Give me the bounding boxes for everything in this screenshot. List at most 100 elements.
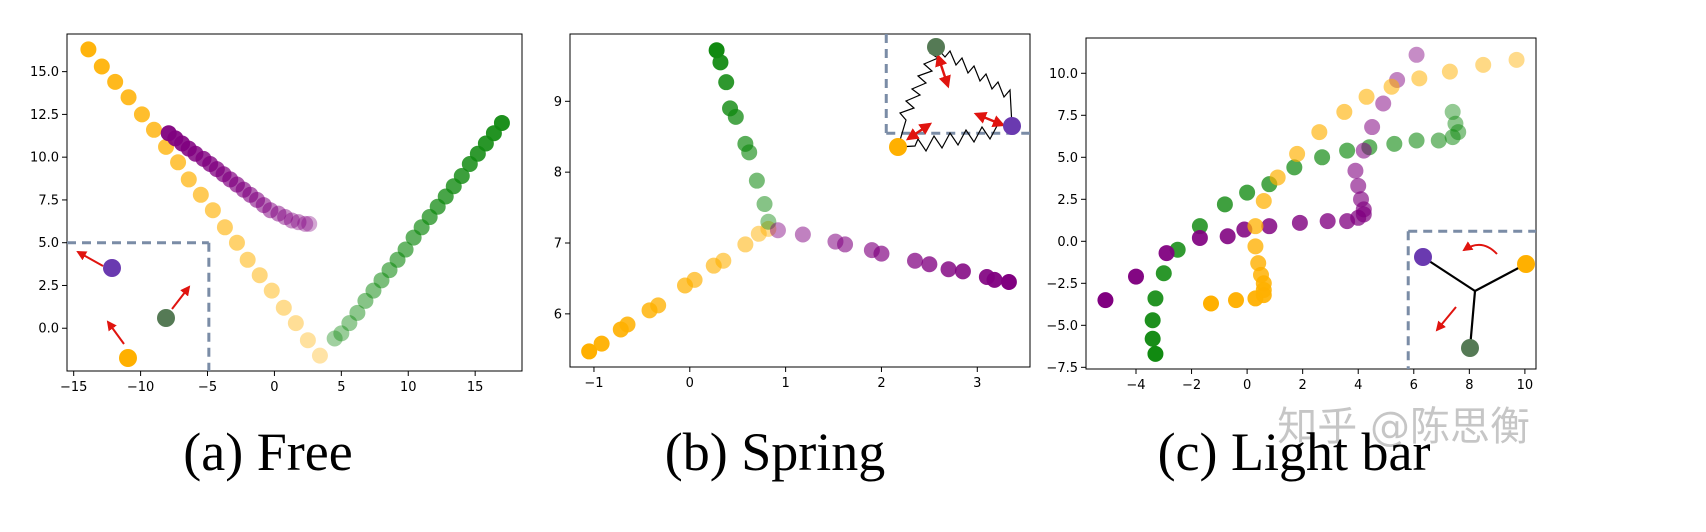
point-green [712, 54, 729, 71]
x-tick-label: 0 [270, 380, 278, 395]
inset-spring [884, 34, 1030, 156]
point-orange [180, 171, 197, 188]
point-purple [940, 261, 957, 278]
panel-free: −15 −10 −5 0 5 10 15 0.0 2.5 5.0 7.5 10.0 12.5 15.0 (… [30, 33, 523, 482]
point-green [708, 42, 725, 59]
axis-ticks: −1 0 1 2 3 6 7 8 9 [554, 95, 982, 391]
point-orange [251, 267, 268, 284]
y-tick-label: −7.5 [1046, 361, 1078, 376]
point-orange [650, 297, 667, 314]
caption-free: (a) Free [183, 422, 352, 482]
data-points [1097, 46, 1525, 362]
point-purple [1353, 191, 1369, 208]
point-orange [1269, 169, 1286, 186]
point-orange [1358, 88, 1375, 105]
y-tick-label: 2.5 [38, 279, 59, 294]
point-purple [290, 214, 307, 231]
y-tick-label: 7 [554, 237, 562, 252]
point-orange [263, 282, 280, 299]
x-tick-label: 2 [1299, 378, 1307, 393]
inset-orange-node [889, 138, 907, 156]
point-orange [737, 236, 754, 253]
point-green [357, 292, 374, 309]
point-purple [873, 245, 890, 262]
point-green [1444, 103, 1461, 120]
caption-light-bar: (c) Light bar [1158, 422, 1431, 482]
point-green [1408, 132, 1425, 149]
x-tick-label: −10 [127, 380, 154, 395]
y-tick-label: 0.0 [1057, 235, 1078, 250]
point-purple [1158, 245, 1175, 262]
x-tick-label: 4 [1354, 378, 1362, 393]
point-orange [1383, 78, 1400, 95]
panel-light-bar: −4 −2 0 2 4 6 8 10−7.5−5.0−2.50.02.55.07.510.0 … [1046, 37, 1537, 482]
point-purple [921, 256, 938, 273]
panel-spring: −1 0 1 2 3 6 7 8 9 (b) Spring [554, 33, 1031, 482]
point-purple [1355, 142, 1372, 159]
point-orange [120, 89, 137, 106]
axis-ticks: −4 −2 0 2 4 6 8 10 −7.5 −5.0 −2.5 0.0 2.5 5.0 7.5 10.0 [1046, 67, 1533, 393]
point-purple [769, 222, 786, 239]
arrow-down-left [1435, 306, 1457, 332]
point-green [1286, 159, 1303, 176]
x-tick-label: 0 [1243, 378, 1251, 393]
inset-green-node [927, 38, 945, 56]
point-green [1450, 124, 1467, 141]
point-orange [80, 41, 97, 58]
point-green [1147, 290, 1164, 307]
watermark: 知乎 @陈思衡 [1277, 404, 1530, 450]
point-purple [1350, 177, 1367, 194]
point-green [1314, 149, 1331, 166]
point-green [1191, 218, 1208, 235]
y-tick-label: 7.5 [1057, 109, 1078, 124]
bar-left [1422, 256, 1476, 292]
y-tick-label: 8 [554, 166, 562, 181]
point-purple [1291, 214, 1308, 231]
point-purple [986, 271, 1003, 288]
point-purple [1261, 218, 1278, 235]
point-green [333, 325, 350, 342]
y-tick-label: 7.5 [38, 193, 59, 208]
point-purple [1219, 228, 1236, 245]
point-orange [107, 73, 124, 90]
point-green [1239, 184, 1256, 201]
inset-light-bar [1406, 229, 1536, 369]
point-orange [145, 121, 162, 138]
point-purple [1000, 273, 1017, 290]
point-orange [593, 335, 610, 352]
inset-green-node [1461, 339, 1479, 357]
point-purple [1319, 213, 1336, 230]
point-green [349, 304, 366, 321]
point-purple [1364, 119, 1381, 136]
y-tick-label: 10.0 [1049, 67, 1078, 82]
y-tick-label: 10.0 [30, 151, 59, 166]
data-points [80, 41, 510, 364]
point-purple [907, 252, 923, 269]
inset-violet-node [1003, 117, 1021, 135]
rotation-arrow [1462, 241, 1498, 255]
point-purple [954, 263, 971, 280]
point-purple [1408, 46, 1425, 63]
point-orange [1411, 70, 1428, 87]
x-tick-label: 10 [400, 380, 417, 395]
point-orange [1255, 192, 1272, 209]
x-tick-label: −4 [1126, 378, 1145, 393]
point-orange [192, 186, 209, 203]
point-orange [1228, 292, 1244, 309]
point-orange [299, 332, 316, 349]
point-green [748, 172, 765, 189]
point-orange [1203, 295, 1219, 312]
x-tick-label: 15 [467, 380, 484, 395]
y-tick-label: −5.0 [1046, 319, 1078, 334]
point-orange [760, 220, 777, 237]
point-purple [837, 236, 854, 253]
point-green [1339, 142, 1356, 159]
inset-orange-node [1517, 255, 1535, 273]
spring-top-right [935, 46, 1013, 127]
x-tick-label: 10 [1517, 378, 1534, 393]
point-purple [1128, 268, 1144, 285]
point-orange [686, 271, 703, 288]
point-orange [581, 343, 598, 360]
y-tick-label: 15.0 [30, 65, 59, 80]
